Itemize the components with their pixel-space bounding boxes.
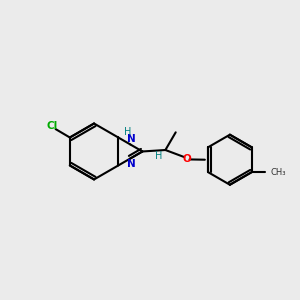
Text: CH₃: CH₃ xyxy=(270,168,286,177)
Text: N: N xyxy=(128,159,136,169)
Text: N: N xyxy=(128,134,136,144)
Text: H: H xyxy=(155,152,163,161)
Text: O: O xyxy=(182,154,191,164)
Text: H: H xyxy=(124,127,132,137)
Text: Cl: Cl xyxy=(46,121,57,130)
